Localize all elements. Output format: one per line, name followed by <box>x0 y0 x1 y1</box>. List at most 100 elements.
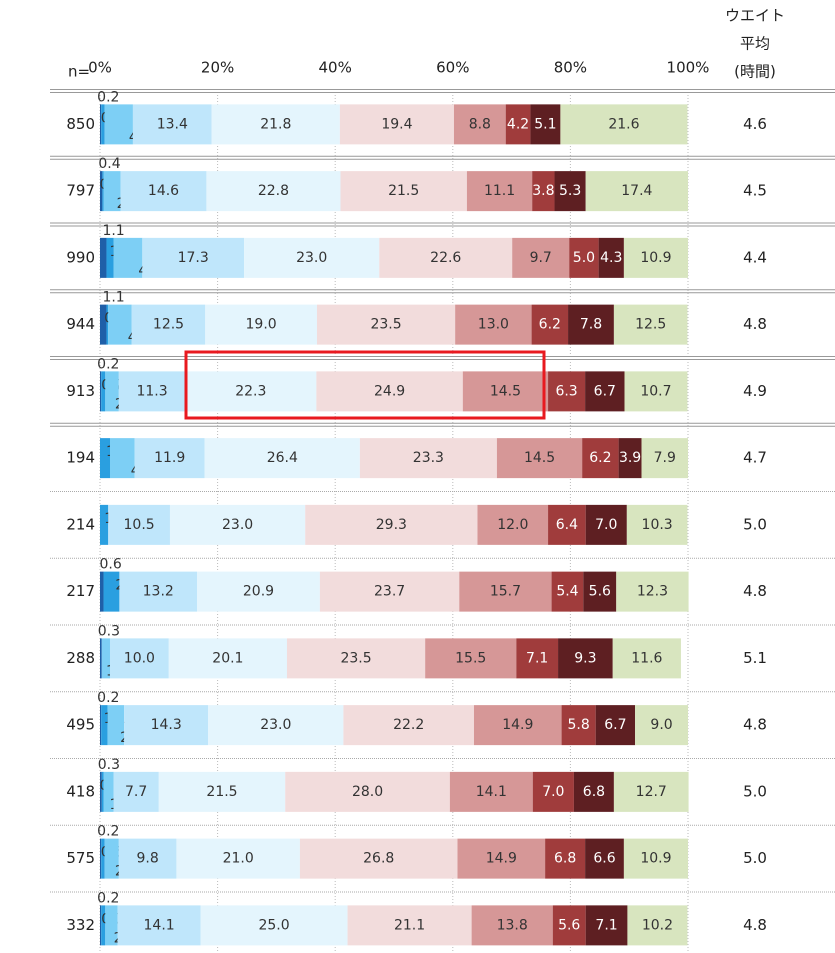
bar-segment <box>117 905 201 946</box>
n-label: n= <box>68 63 90 81</box>
value-label: 0.3 <box>98 757 120 773</box>
bar-segment <box>113 771 159 812</box>
bar-segment <box>106 304 109 345</box>
bar-segment <box>100 371 102 412</box>
value-label: 13.4 <box>157 116 188 132</box>
bar-segment <box>582 438 619 479</box>
bar-segment <box>100 571 104 612</box>
bar-segment <box>185 371 317 412</box>
value-label: 6.3 <box>555 383 577 399</box>
average-value: 4.7 <box>743 449 767 467</box>
bar-segment <box>299 838 458 879</box>
value-label: 22.2 <box>393 717 424 733</box>
bar-segment <box>532 171 555 212</box>
bar-segment <box>466 171 533 212</box>
bar-segment <box>347 905 472 946</box>
bar-segment <box>142 237 245 278</box>
bar-segment <box>119 571 198 612</box>
x-tick-label: 80% <box>554 59 587 77</box>
value-label: 12.7 <box>636 784 667 800</box>
bar-segment <box>113 237 143 278</box>
value-label: 10.9 <box>640 851 671 867</box>
bar-segment <box>379 237 513 278</box>
value-label: 0.2 <box>97 89 119 105</box>
value-label: 4.3 <box>600 250 622 266</box>
bar-segment <box>176 838 300 879</box>
value-label: 11.1 <box>484 183 515 199</box>
value-label: 23.5 <box>370 317 401 333</box>
value-label: 13.0 <box>478 317 509 333</box>
bar-segment <box>105 905 118 946</box>
value-label: 5.1 <box>534 116 556 132</box>
bar-segment <box>132 104 212 145</box>
bar-segment <box>208 705 344 746</box>
bar-segment <box>473 705 562 746</box>
value-label: 8.8 <box>469 116 491 132</box>
bar-segment <box>343 705 474 746</box>
bar-segment <box>627 905 688 946</box>
value-label: 0.2 <box>97 690 119 706</box>
value-label: 14.5 <box>490 383 521 399</box>
bar-segment <box>134 438 205 479</box>
value-label: 12.5 <box>153 317 184 333</box>
bar-segment <box>516 638 559 679</box>
value-label: 10.7 <box>640 383 671 399</box>
bar-segment <box>101 905 106 946</box>
value-label: 21.6 <box>608 116 639 132</box>
value-label: 5.6 <box>589 584 611 600</box>
value-label: 26.8 <box>363 851 394 867</box>
value-label: 7.7 <box>125 784 147 800</box>
bar-segment <box>108 304 132 345</box>
value-label: 11.9 <box>154 450 185 466</box>
value-label: 23.0 <box>296 250 327 266</box>
bar-segment <box>100 171 103 212</box>
value-label: 15.5 <box>455 650 486 666</box>
bar-segment <box>340 171 467 212</box>
bar-segment <box>109 438 135 479</box>
bar-segment <box>305 504 478 545</box>
value-label: 7.0 <box>595 517 617 533</box>
bar-segment <box>560 104 688 145</box>
bar-segment <box>558 638 613 679</box>
average-value: 5.0 <box>743 849 767 867</box>
value-label: 13.2 <box>143 584 174 600</box>
bar-segment <box>169 504 306 545</box>
value-label: 4.2 <box>507 116 529 132</box>
bar-segment <box>101 771 104 812</box>
bar-segment <box>205 304 317 345</box>
value-label: 23.5 <box>340 650 371 666</box>
avg-header: 平均 <box>740 35 770 53</box>
bar-segment <box>200 905 348 946</box>
value-label: 7.9 <box>654 450 676 466</box>
value-label: 19.0 <box>246 317 277 333</box>
bar-segment <box>449 771 533 812</box>
bar-segment <box>100 104 102 145</box>
value-label: 10.5 <box>124 517 155 533</box>
value-label: 14.3 <box>151 717 182 733</box>
bar-segment <box>595 705 636 746</box>
bar-segment <box>641 438 688 479</box>
x-tick-label: 40% <box>319 59 352 77</box>
n-value: 217 <box>66 582 95 600</box>
bar-segment <box>598 237 624 278</box>
value-label: 22.8 <box>258 183 289 199</box>
value-label: 6.8 <box>554 851 576 867</box>
value-label: 22.6 <box>430 250 461 266</box>
bar-segment <box>616 571 689 612</box>
bar-segment <box>100 638 102 679</box>
highlight-box <box>184 350 546 420</box>
average-value: 5.1 <box>743 649 767 667</box>
value-label: 0.2 <box>97 356 119 372</box>
bar-segment <box>100 838 102 879</box>
bar-segment <box>455 304 532 345</box>
value-label: 9.0 <box>650 717 672 733</box>
bar-segment <box>106 237 114 278</box>
bar-segment <box>197 571 320 612</box>
bar-segment <box>204 438 360 479</box>
n-value: 990 <box>66 248 95 266</box>
bar-segment <box>118 371 186 412</box>
value-label: 0.4 <box>98 156 120 172</box>
bar-segment <box>585 371 625 412</box>
bar-segment <box>107 705 125 746</box>
